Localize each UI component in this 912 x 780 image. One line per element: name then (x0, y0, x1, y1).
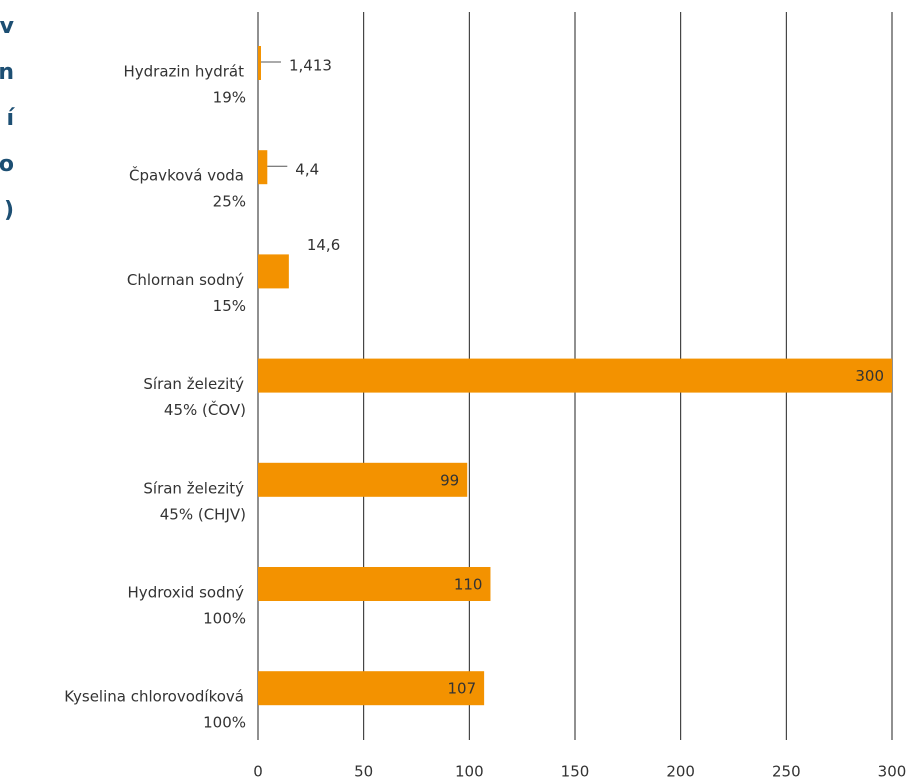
bar (258, 462, 468, 497)
title-fragment: ) (4, 198, 14, 223)
y-tick-label: 45% (ČOV) (164, 400, 246, 419)
y-tick-label: Hydrazin hydrát (124, 63, 245, 81)
title-fragment: í (6, 106, 15, 131)
x-tick-label: 200 (666, 763, 695, 780)
y-tick-label: Síran železitý (143, 479, 244, 497)
x-tick-label: 250 (772, 763, 801, 780)
y-tick-label: Síran železitý (143, 375, 244, 393)
bar (258, 254, 289, 289)
bar (258, 46, 261, 80)
x-tick-label: 300 (878, 763, 907, 780)
y-tick-label: 25% (213, 193, 246, 211)
y-tick-label: 45% (CHJV) (160, 505, 246, 523)
value-label: 14,6 (307, 236, 340, 254)
y-tick-label: Chlornan sodný (127, 271, 244, 289)
title-fragment: n (0, 60, 14, 85)
value-label: 110 (454, 576, 483, 594)
bar (258, 150, 268, 185)
x-tick-label: 150 (561, 763, 590, 780)
y-tick-label: 100% (203, 714, 246, 732)
value-label: 1,413 (289, 57, 332, 75)
title-fragment: v (0, 14, 15, 39)
bar (258, 567, 491, 601)
bar (258, 358, 892, 393)
y-tick-label: Hydroxid sodný (128, 584, 245, 602)
x-tick-label: 0 (253, 763, 263, 780)
bar (258, 671, 485, 706)
y-tick-label: 100% (203, 610, 246, 628)
y-tick-label: Kyselina chlorovodíková (64, 688, 244, 706)
y-tick-label: Čpavková voda (129, 166, 244, 185)
title-fragment: o (0, 152, 14, 177)
y-tick-label: 19% (213, 89, 246, 107)
value-label: 300 (855, 367, 884, 385)
value-label: 4,4 (295, 161, 319, 179)
value-label: 107 (447, 680, 476, 698)
x-tick-label: 50 (354, 763, 373, 780)
value-label: 99 (440, 471, 459, 489)
x-tick-label: 100 (455, 763, 484, 780)
y-tick-label: 15% (213, 297, 246, 315)
